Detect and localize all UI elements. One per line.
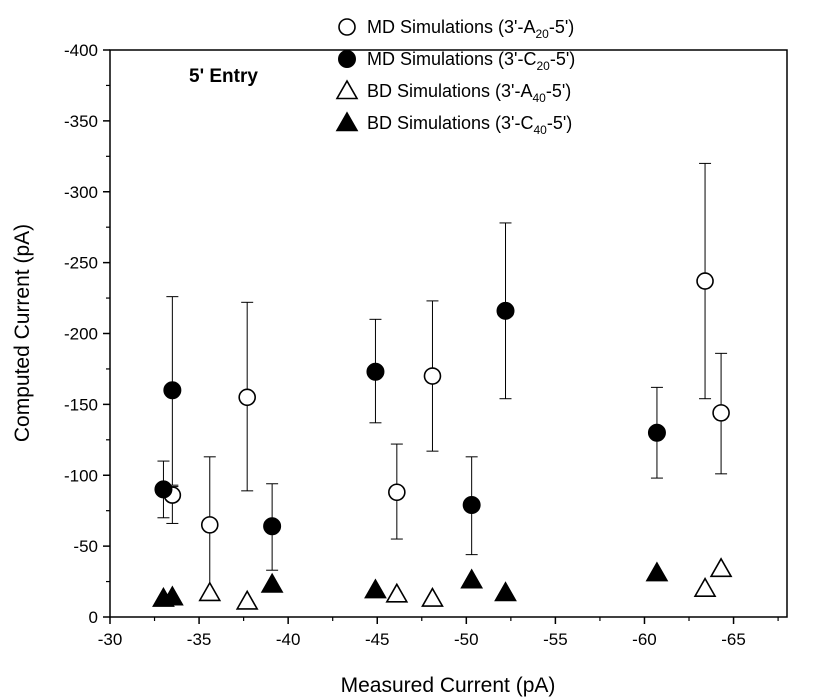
legend-marker [338,18,356,36]
legend-label: MD Simulations (3'-C20-5') [367,49,575,73]
data-point [709,557,733,578]
x-tick-label: -40 [276,630,301,649]
x-tick-label: -65 [721,630,746,649]
data-point [235,589,259,610]
data-point [421,586,444,607]
x-axis-title: Measured Current (pA) [341,674,556,697]
legend-label: BD Simulations (3'-C40-5') [367,113,572,137]
data-point [260,572,284,593]
y-tick-label: 0 [89,608,98,627]
legend-label: MD Simulations (3'-A20-5') [367,17,574,41]
data-point [494,581,517,602]
data-point [693,577,717,597]
data-point [364,578,387,599]
data-point [200,516,219,534]
data-point [238,388,256,407]
data-point [496,301,515,320]
legend-marker [338,50,356,68]
legend-marker [335,79,359,100]
data-point [154,480,173,499]
data-point [263,517,282,536]
data-point [163,381,182,400]
x-tick-label: -55 [543,630,568,649]
data-point [198,581,222,602]
y-axis: 0 -50 -100 -150 -200 -250 -300 -350 -400 [64,41,110,627]
x-axis: -30 -35 -40 -45 -50 -55 -60 -65 [98,617,779,649]
legend-marker [335,111,359,132]
y-tick-label: -100 [64,466,98,485]
y-tick-label: -250 [64,254,98,273]
chart-annotation: 5' Entry [189,66,258,87]
y-tick-label: -200 [64,325,98,344]
y-tick-label: -50 [73,537,98,556]
x-tick-label: -45 [365,630,390,649]
legend-label: BD Simulations (3'-A40-5') [367,81,571,105]
data-point [712,404,730,422]
y-axis-title: Computed Current (pA) [11,224,34,442]
data-markers [152,272,733,610]
data-point [160,585,184,606]
legend: MD Simulations (3'-A20-5') MD Simulations… [335,17,575,137]
error-bars [157,162,728,594]
data-point [385,582,409,603]
y-tick-label: -400 [64,41,98,60]
data-point [366,362,385,381]
y-tick-label: -350 [64,112,98,131]
x-tick-label: -60 [632,630,657,649]
data-point [460,568,484,589]
y-tick-label: -300 [64,183,98,202]
x-tick-label: -50 [454,630,479,649]
data-point [388,483,406,502]
x-tick-label: -35 [187,630,212,649]
data-point [645,561,669,582]
data-point [696,272,714,290]
x-tick-label: -30 [98,630,123,649]
data-point [423,367,442,385]
data-point [647,423,666,442]
y-tick-label: -150 [64,395,98,414]
data-point [462,496,481,515]
